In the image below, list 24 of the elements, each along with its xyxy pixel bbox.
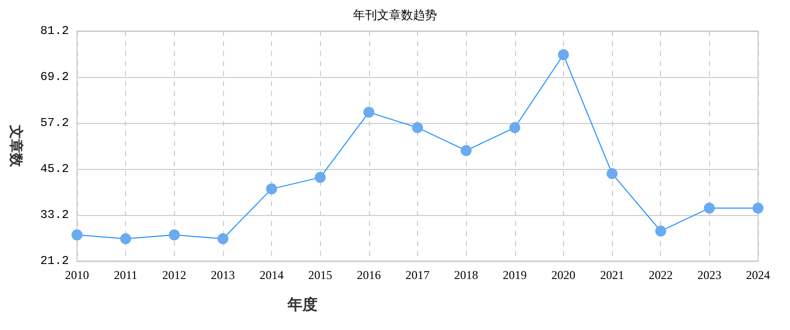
x-tick-label: 2016 [356,268,381,282]
x-tick-label: 2015 [308,268,332,282]
x-axis-title: 年度 [286,296,318,314]
x-tick-label: 2014 [260,268,284,282]
y-tick-label: 45.2 [40,162,69,176]
y-tick-label: 21.2 [40,254,69,268]
x-tick-label: 2012 [162,268,186,282]
y-tick-label: 33.2 [40,208,69,222]
y-tick-label: 69.2 [40,70,69,84]
y-axis-title: 文章数 [8,124,24,168]
y-tick-label: 57.2 [40,116,69,130]
x-tick-label: 2023 [697,268,722,282]
x-tick-label: 2011 [114,268,138,282]
x-tick-label: 2021 [600,268,624,282]
chart-title: 年刊文章数趋势 [353,8,437,22]
x-tick-label: 2024 [746,268,770,282]
x-tick-label: 2010 [65,268,89,282]
x-tick-label: 2013 [210,268,235,282]
x-tick-label: 2022 [648,268,673,282]
y-tick-label: 81.2 [40,24,69,38]
x-tick-label: 2017 [406,268,430,282]
x-tick-label: 2019 [502,268,527,282]
x-tick-label: 2018 [454,268,478,282]
x-tick-label: 2020 [551,268,576,282]
